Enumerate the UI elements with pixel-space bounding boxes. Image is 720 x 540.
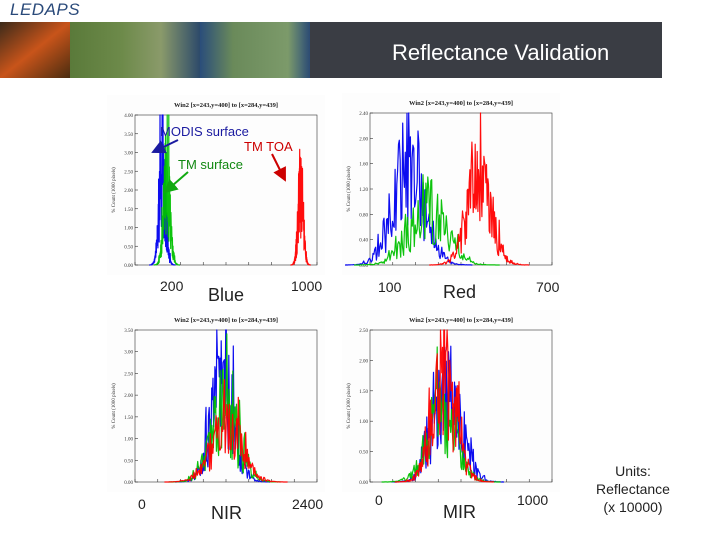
y-tick-label: 4.00 bbox=[124, 114, 133, 119]
y-tick-label: 0.50 bbox=[124, 245, 133, 250]
banner-map-image bbox=[200, 22, 310, 78]
series-modis-surface bbox=[345, 112, 473, 266]
mir-x-max: 1000 bbox=[517, 492, 549, 508]
y-tick-label: 2.50 bbox=[124, 372, 133, 377]
chart-title: Win2 [x=243,y=400] to [x=284,y=439] bbox=[174, 317, 278, 324]
y-tick-label: 1.00 bbox=[124, 227, 133, 232]
y-tick-label: 2.40 bbox=[359, 112, 368, 117]
nir-x-max: 2400 bbox=[292, 496, 324, 512]
series-tm-toa bbox=[429, 112, 530, 266]
nir-band-label: NIR bbox=[211, 503, 242, 523]
blue-x-min: 200 bbox=[160, 278, 184, 294]
y-axis-label: % Count (1000 pixels) bbox=[112, 383, 117, 429]
tm-surface-annotation: TM surface bbox=[178, 157, 244, 172]
y-tick-label: 1.60 bbox=[359, 163, 368, 168]
nir-x-min: 0 bbox=[138, 496, 146, 512]
red-chart: Win2 [x=243,y=400] to [x=284,y=439] % Cou… bbox=[345, 100, 553, 269]
y-tick-label: 1.00 bbox=[359, 420, 368, 425]
y-tick-label: 1.50 bbox=[124, 208, 133, 213]
red-band-label: Red bbox=[443, 282, 477, 302]
blue-band-label: Blue bbox=[208, 285, 245, 305]
tm-toa-annotation: TM TOA bbox=[244, 139, 293, 154]
red-x-max: 700 bbox=[536, 279, 560, 295]
units-note: Units: Reflectance (x 10000) bbox=[578, 462, 688, 516]
blue-x-max: 1000 bbox=[291, 278, 323, 294]
y-tick-label: 3.00 bbox=[124, 152, 133, 157]
chart-title: Win2 [x=243,y=400] to [x=284,y=439] bbox=[174, 102, 278, 109]
chart-title: Win2 [x=243,y=400] to [x=284,y=439] bbox=[409, 317, 513, 324]
y-tick-label: 1.00 bbox=[124, 438, 133, 443]
y-tick-label: 2.00 bbox=[359, 359, 368, 364]
y-tick-label: 0.00 bbox=[124, 264, 133, 269]
y-tick-label: 3.50 bbox=[124, 133, 133, 138]
modis-annotation: MODIS surface bbox=[160, 124, 249, 139]
series-tm-surface bbox=[354, 174, 500, 266]
y-tick-label: 0.00 bbox=[124, 481, 133, 486]
y-tick-label: 3.00 bbox=[124, 351, 133, 356]
y-tick-label: 2.00 bbox=[124, 394, 133, 399]
mir-band-label: MIR bbox=[443, 502, 476, 522]
y-tick-label: 2.50 bbox=[359, 329, 368, 334]
y-tick-label: 0.80 bbox=[359, 213, 368, 218]
nir-chart: Win2 [x=243,y=400] to [x=284,y=439] % Cou… bbox=[112, 317, 318, 486]
units-line-2: Reflectance bbox=[596, 481, 670, 497]
y-tick-label: 2.00 bbox=[359, 137, 368, 142]
chart-panel-blue: Win2 [x=243,y=400] to [x=284,y=439] % Cou… bbox=[107, 95, 325, 275]
series-tm-toa bbox=[394, 329, 495, 483]
series-modis-surface bbox=[148, 114, 176, 266]
y-tick-label: 2.50 bbox=[124, 170, 133, 175]
mir-chart: Win2 [x=243,y=400] to [x=284,y=439] % Cou… bbox=[347, 317, 553, 486]
header-banner: Reflectance Validation bbox=[0, 22, 662, 78]
y-tick-label: 0.00 bbox=[359, 481, 368, 486]
y-axis-label: % Count (1000 pixels) bbox=[347, 166, 352, 212]
banner-landsat-image bbox=[70, 22, 200, 78]
units-line-3: (x 10000) bbox=[603, 499, 663, 515]
chart-title: Win2 [x=243,y=400] to [x=284,y=439] bbox=[409, 100, 513, 107]
y-tick-label: 1.20 bbox=[359, 188, 368, 193]
y-tick-label: 0.00 bbox=[359, 264, 368, 269]
y-axis-label: % Count (1000 pixels) bbox=[347, 383, 352, 429]
series-tm-toa bbox=[290, 148, 312, 266]
y-axis-label: % Count (1000 pixels) bbox=[112, 167, 117, 213]
y-tick-label: 3.50 bbox=[124, 329, 133, 334]
y-tick-label: 1.50 bbox=[124, 416, 133, 421]
mir-x-min: 0 bbox=[375, 492, 383, 508]
y-tick-label: 2.00 bbox=[124, 189, 133, 194]
chart-panel-red: Win2 [x=243,y=400] to [x=284,y=439] % Cou… bbox=[342, 93, 560, 275]
y-tick-label: 0.50 bbox=[359, 451, 368, 456]
y-tick-label: 0.50 bbox=[124, 459, 133, 464]
banner-fire-image bbox=[0, 22, 70, 78]
chart-panel-nir: Win2 [x=243,y=400] to [x=284,y=439] % Cou… bbox=[107, 310, 325, 492]
y-tick-label: 0.40 bbox=[359, 239, 368, 244]
brand-logo-text: LEDAPS bbox=[10, 0, 81, 19]
series-tm-toa bbox=[164, 378, 288, 483]
y-tick-label: 1.50 bbox=[359, 390, 368, 395]
blue-chart: Win2 [x=243,y=400] to [x=284,y=439] % Cou… bbox=[112, 102, 318, 269]
red-x-min: 100 bbox=[378, 279, 402, 295]
slide-title: Reflectance Validation bbox=[392, 40, 610, 65]
chart-panel-mir: Win2 [x=243,y=400] to [x=284,y=439] % Cou… bbox=[342, 310, 560, 492]
units-line-1: Units: bbox=[615, 463, 651, 479]
banner-imagery bbox=[0, 22, 380, 78]
